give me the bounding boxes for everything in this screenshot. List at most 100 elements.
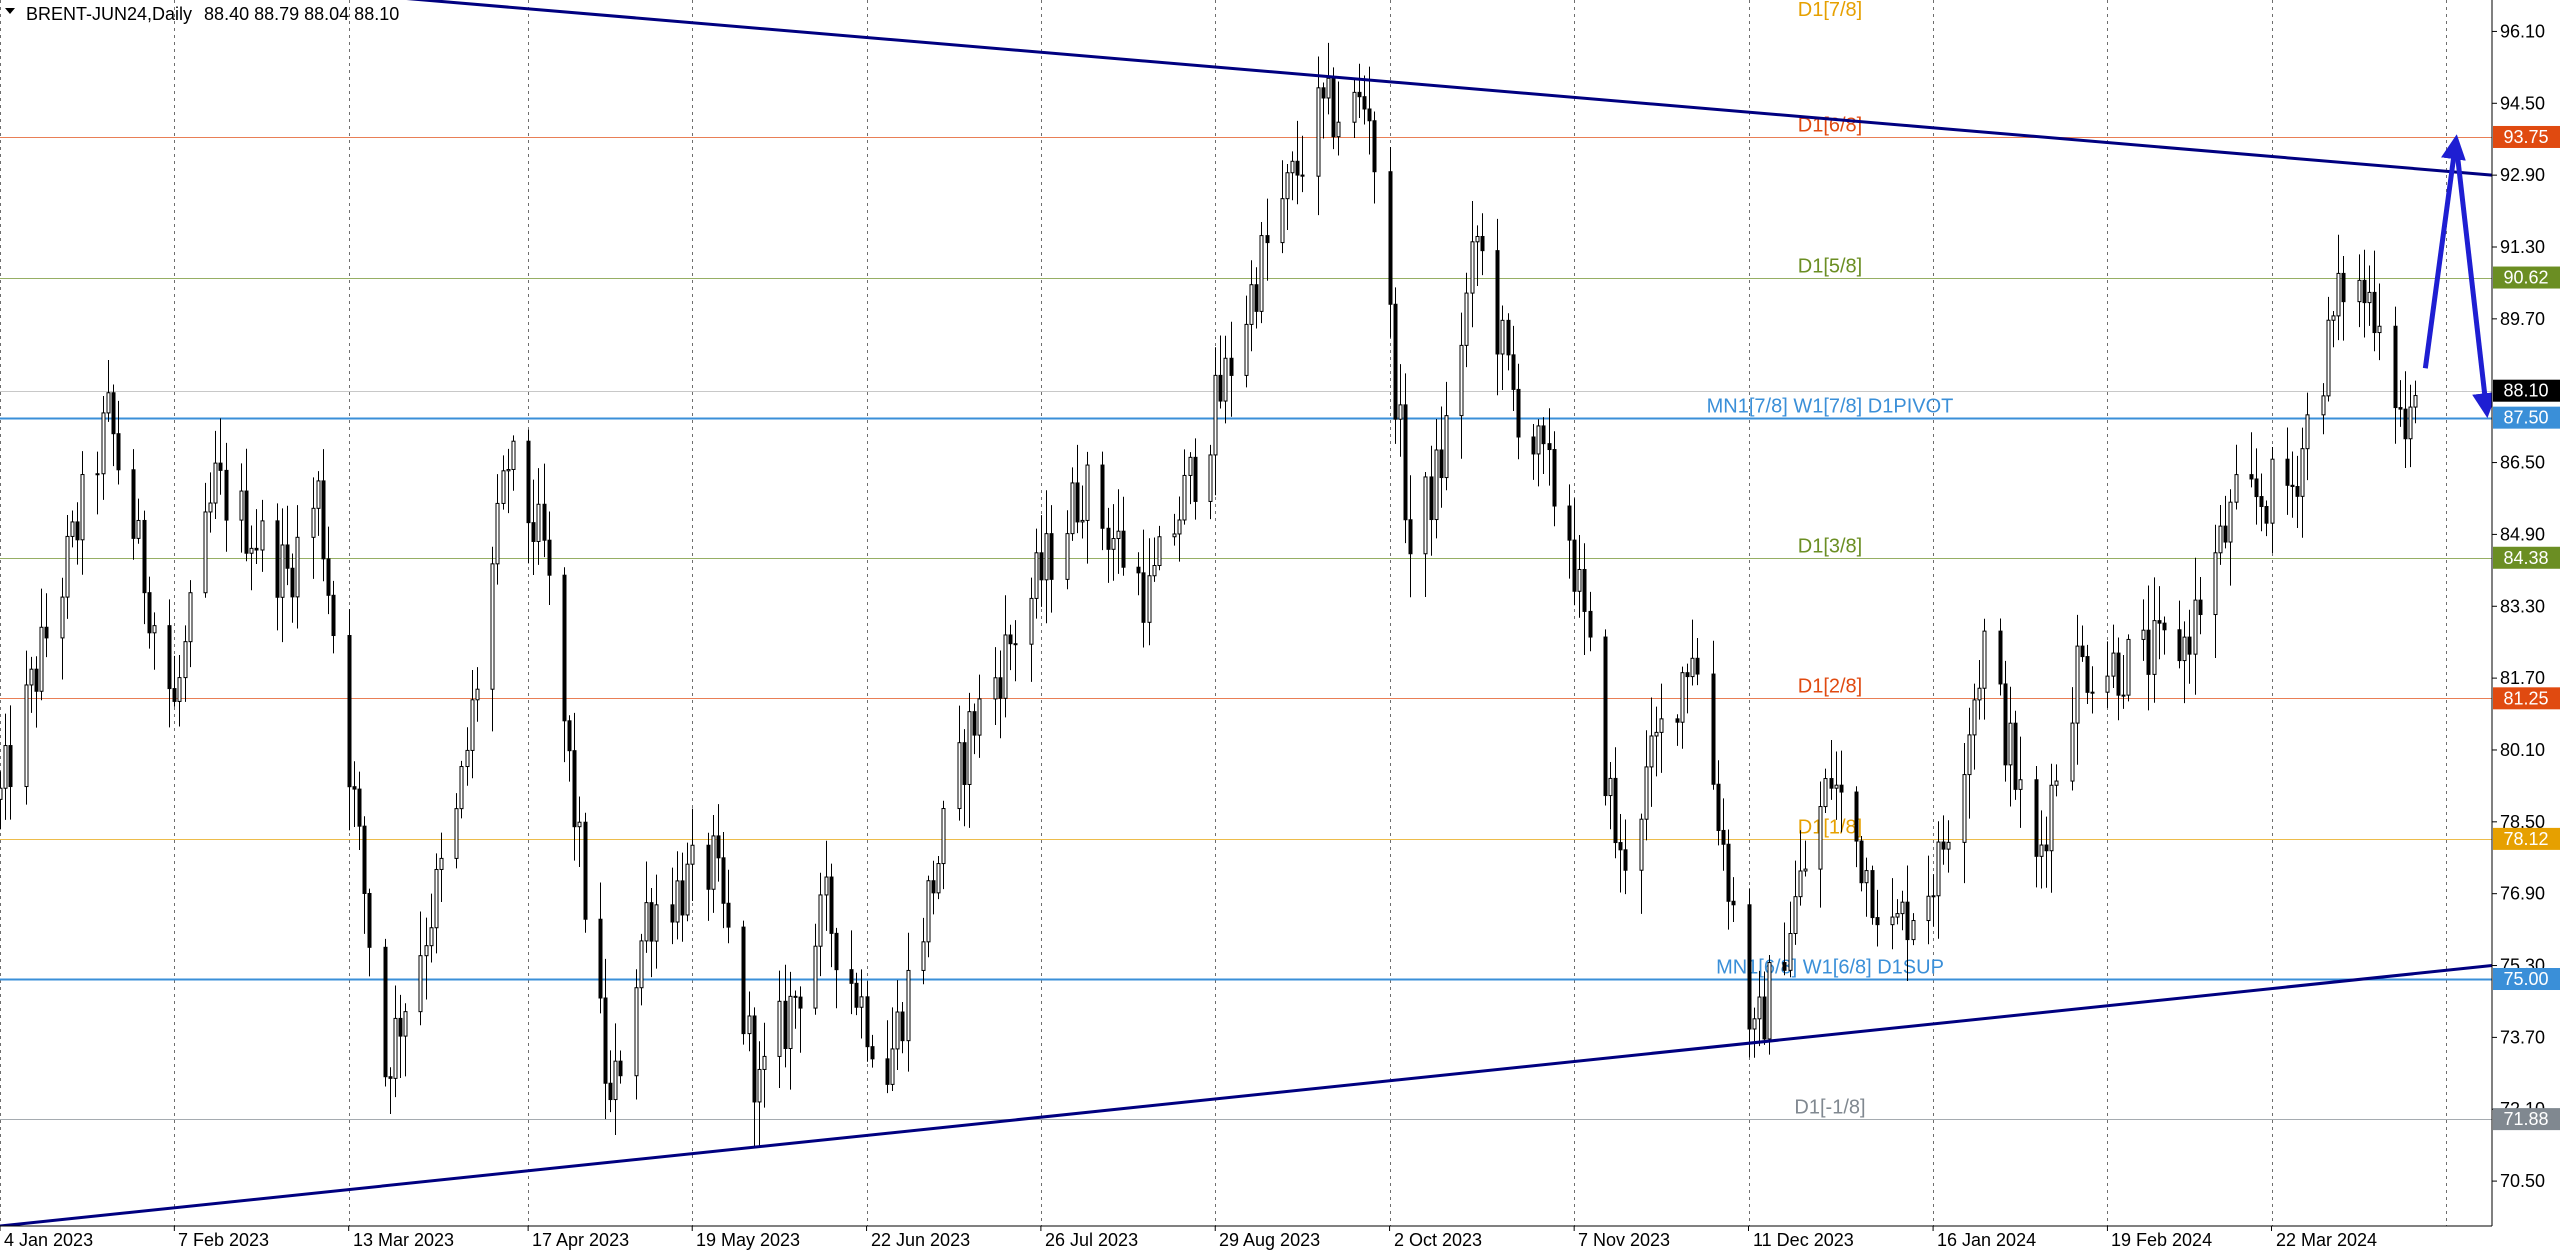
candle-body bbox=[1685, 672, 1690, 678]
candle-body bbox=[1034, 552, 1039, 599]
forecast-arrow[interactable] bbox=[2422, 134, 2466, 369]
candle-body bbox=[275, 520, 280, 598]
level-badge-value: 93.75 bbox=[2503, 127, 2548, 147]
candle-body bbox=[957, 742, 962, 810]
date-tick-label: 11 Dec 2023 bbox=[1753, 1230, 1854, 1250]
candle-body bbox=[1352, 91, 1357, 123]
level-badge bbox=[2493, 687, 2560, 710]
candle-body bbox=[280, 544, 285, 598]
candle-body bbox=[2398, 407, 2403, 410]
candle-body bbox=[2080, 645, 2085, 658]
candle-body bbox=[1788, 933, 1793, 971]
level-label: MN1[6/8] W1[6/8] D1SUP bbox=[1716, 957, 1944, 979]
symbol-label: BRENT-JUN24,Daily bbox=[26, 4, 192, 24]
candle-body bbox=[1331, 77, 1336, 138]
candle-body bbox=[1516, 388, 1521, 438]
candle-body bbox=[1177, 519, 1182, 535]
candle-body bbox=[1603, 636, 1608, 797]
candle-body bbox=[2336, 272, 2341, 317]
candle-body bbox=[972, 711, 977, 736]
candle-body bbox=[1531, 436, 1536, 455]
candle-body bbox=[424, 945, 429, 957]
candle-body bbox=[2018, 779, 2023, 790]
candle-body bbox=[1265, 235, 1270, 244]
candle-body bbox=[926, 880, 931, 943]
candle-body bbox=[608, 1082, 613, 1101]
candle-body bbox=[885, 1058, 890, 1085]
candle-body bbox=[367, 892, 372, 948]
candle-body bbox=[777, 1000, 782, 1057]
date-tick-label: 19 May 2023 bbox=[696, 1230, 800, 1250]
price-tick-label: 89.70 bbox=[2500, 309, 2545, 329]
level-badge-value: 84.38 bbox=[2503, 548, 2548, 568]
candle-body bbox=[2259, 496, 2264, 508]
candle-body bbox=[2049, 784, 2054, 852]
candle-body bbox=[65, 535, 70, 598]
price-tick-label: 94.50 bbox=[2500, 93, 2545, 113]
level-label: MN1[7/8] W1[7/8] D1PIVOT bbox=[1707, 396, 1954, 418]
candle-body bbox=[2162, 622, 2167, 631]
candle-body bbox=[2085, 656, 2090, 693]
date-tick-label: 7 Nov 2023 bbox=[1578, 1230, 1670, 1250]
candle-body bbox=[2013, 722, 2018, 790]
level-label: D1[2/8] bbox=[1798, 676, 1862, 698]
candle-body bbox=[1121, 530, 1126, 568]
candle-body bbox=[900, 1011, 905, 1042]
level-badge-value: 75.00 bbox=[2503, 969, 2548, 989]
candle-body bbox=[2341, 272, 2346, 303]
candle-body bbox=[711, 835, 716, 890]
candle-body bbox=[1152, 565, 1157, 577]
candle-body bbox=[1429, 476, 1434, 521]
candle-body bbox=[1572, 539, 1577, 592]
candle-body bbox=[2034, 779, 2039, 857]
candle-body bbox=[526, 440, 531, 524]
price-tick-label: 96.10 bbox=[2500, 21, 2545, 41]
date-tick-label: 16 Jan 2024 bbox=[1937, 1230, 2036, 1250]
candle-body bbox=[454, 808, 459, 859]
candle-body bbox=[244, 490, 249, 554]
time-axis bbox=[0, 1225, 2560, 1252]
candle-body bbox=[670, 904, 675, 923]
candle-body bbox=[1582, 568, 1587, 612]
candle-body bbox=[1967, 734, 1972, 776]
date-tick-label: 19 Feb 2024 bbox=[2111, 1230, 2212, 1250]
candle-body bbox=[741, 926, 746, 1035]
dropdown-triangle-icon[interactable] bbox=[5, 8, 15, 14]
candle-body bbox=[2270, 458, 2275, 524]
candle-body bbox=[60, 596, 65, 639]
candle-body bbox=[1295, 160, 1300, 176]
candle-body bbox=[644, 902, 649, 942]
candle-body bbox=[834, 932, 839, 971]
candle-body bbox=[1218, 374, 1223, 402]
candle-body bbox=[654, 904, 659, 942]
candle-body bbox=[1639, 818, 1644, 871]
candle-body bbox=[1280, 198, 1285, 244]
candle-body bbox=[183, 641, 188, 679]
candle-body bbox=[542, 503, 547, 541]
level-label: D1[1/8] bbox=[1798, 817, 1862, 839]
candle-body bbox=[2198, 599, 2203, 616]
candle-body bbox=[2157, 620, 2162, 624]
candle-body bbox=[870, 1046, 875, 1060]
candle-body bbox=[254, 547, 259, 551]
candle-body bbox=[326, 558, 331, 596]
candle-body bbox=[1690, 657, 1695, 678]
candle-body bbox=[788, 995, 793, 1050]
candle-body bbox=[475, 688, 480, 701]
candle-body bbox=[977, 698, 982, 736]
candle-body bbox=[1495, 250, 1500, 355]
candle-body bbox=[1213, 374, 1218, 456]
candle-body bbox=[2126, 638, 2131, 696]
upper-resistance-trendline[interactable] bbox=[0, 0, 2493, 177]
candle-body bbox=[1716, 783, 1721, 831]
candle-body bbox=[1895, 913, 1900, 918]
candle-body bbox=[2377, 325, 2382, 334]
candle-body bbox=[536, 503, 541, 542]
candle-body bbox=[1362, 96, 1367, 110]
candle-body bbox=[511, 440, 516, 470]
forecast-arrow[interactable] bbox=[2453, 143, 2498, 419]
candle-body bbox=[1208, 454, 1213, 502]
candle-body bbox=[685, 863, 690, 916]
lower-support-trendline[interactable] bbox=[0, 964, 2493, 1228]
